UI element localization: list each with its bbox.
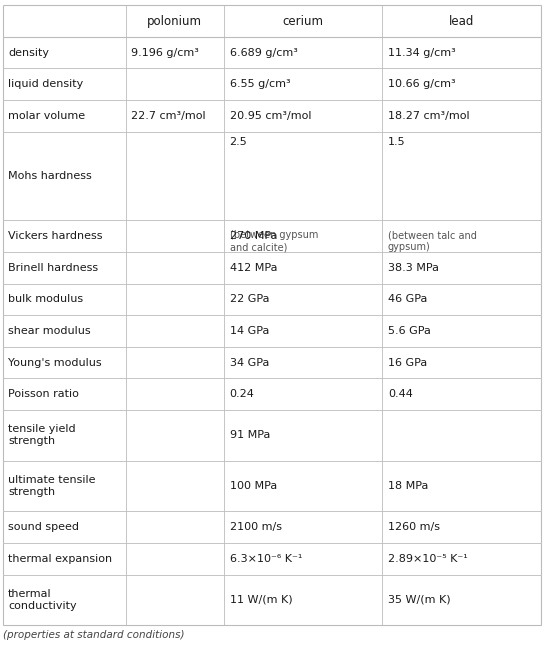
Text: 6.55 g/cm³: 6.55 g/cm³: [230, 79, 290, 90]
Text: tensile yield
strength: tensile yield strength: [8, 424, 76, 447]
Text: thermal
conductivity: thermal conductivity: [8, 589, 77, 611]
Text: Vickers hardness: Vickers hardness: [8, 231, 103, 241]
Text: thermal expansion: thermal expansion: [8, 554, 112, 564]
Text: (between talc and
gypsum): (between talc and gypsum): [388, 230, 477, 252]
Text: 22.7 cm³/mol: 22.7 cm³/mol: [131, 111, 206, 121]
Text: 270 MPa: 270 MPa: [230, 231, 277, 241]
Text: 0.24: 0.24: [230, 389, 255, 399]
Text: molar volume: molar volume: [8, 111, 85, 121]
Text: 11.34 g/cm³: 11.34 g/cm³: [388, 47, 455, 58]
Text: 35 W/(m K): 35 W/(m K): [388, 595, 450, 605]
Text: cerium: cerium: [283, 14, 324, 27]
Text: Brinell hardness: Brinell hardness: [8, 263, 98, 273]
Text: 46 GPa: 46 GPa: [388, 295, 427, 304]
Text: 18.27 cm³/mol: 18.27 cm³/mol: [388, 111, 469, 121]
Text: 18 MPa: 18 MPa: [388, 481, 428, 491]
Text: sound speed: sound speed: [8, 522, 79, 532]
Text: Poisson ratio: Poisson ratio: [8, 389, 79, 399]
Text: density: density: [8, 47, 49, 58]
Text: Mohs hardness: Mohs hardness: [8, 171, 92, 181]
Text: 9.196 g/cm³: 9.196 g/cm³: [131, 47, 199, 58]
Text: 10.66 g/cm³: 10.66 g/cm³: [388, 79, 455, 90]
Text: ultimate tensile
strength: ultimate tensile strength: [8, 475, 96, 497]
Text: 11 W/(m K): 11 W/(m K): [230, 595, 292, 605]
Text: 6.3×10⁻⁶ K⁻¹: 6.3×10⁻⁶ K⁻¹: [230, 554, 302, 564]
Text: liquid density: liquid density: [8, 79, 83, 90]
Text: 16 GPa: 16 GPa: [388, 358, 427, 367]
Text: 1.5: 1.5: [388, 137, 405, 147]
Text: Young's modulus: Young's modulus: [8, 358, 102, 367]
Text: 91 MPa: 91 MPa: [230, 430, 270, 441]
Text: 20.95 cm³/mol: 20.95 cm³/mol: [230, 111, 311, 121]
Text: 34 GPa: 34 GPa: [230, 358, 269, 367]
Text: 2.5: 2.5: [230, 137, 248, 147]
Text: 100 MPa: 100 MPa: [230, 481, 277, 491]
Text: 5.6 GPa: 5.6 GPa: [388, 326, 431, 336]
Text: 2100 m/s: 2100 m/s: [230, 522, 281, 532]
Text: 412 MPa: 412 MPa: [230, 263, 277, 273]
Text: 22 GPa: 22 GPa: [230, 295, 269, 304]
Text: 1260 m/s: 1260 m/s: [388, 522, 440, 532]
Text: bulk modulus: bulk modulus: [8, 295, 83, 304]
Text: 0.44: 0.44: [388, 389, 413, 399]
Text: (properties at standard conditions): (properties at standard conditions): [3, 630, 184, 641]
Text: 38.3 MPa: 38.3 MPa: [388, 263, 439, 273]
Text: 14 GPa: 14 GPa: [230, 326, 269, 336]
Text: 2.89×10⁻⁵ K⁻¹: 2.89×10⁻⁵ K⁻¹: [388, 554, 468, 564]
Text: lead: lead: [449, 14, 474, 27]
Text: shear modulus: shear modulus: [8, 326, 91, 336]
Text: polonium: polonium: [147, 14, 202, 27]
Text: (between gypsum
and calcite): (between gypsum and calcite): [230, 230, 318, 252]
Text: 6.689 g/cm³: 6.689 g/cm³: [230, 47, 298, 58]
